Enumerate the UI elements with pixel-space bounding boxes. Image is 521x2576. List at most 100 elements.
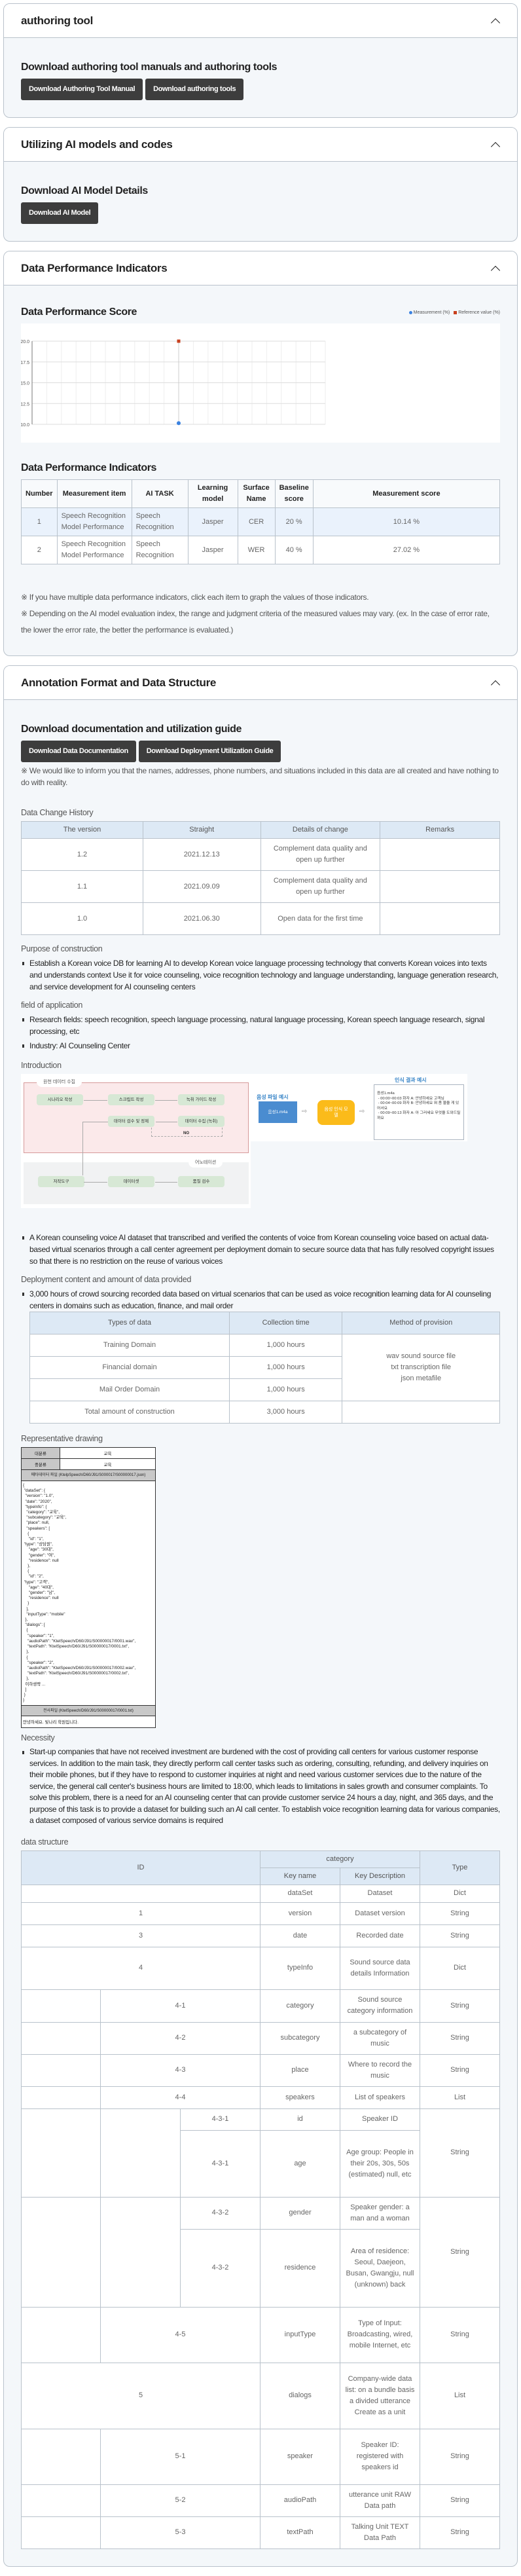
section-heading: Download AI Model Details (21, 185, 148, 196)
cell-id: 4-3-1 (180, 2129, 260, 2198)
download-manual-button[interactable]: Download Authoring Tool Manual (21, 79, 143, 100)
cell-desc: Company-wide data list: on a bundle basi… (340, 2362, 420, 2429)
table-row: 4-1 category Sound source category informa… (21, 1989, 500, 2023)
arrow (155, 1182, 177, 1183)
introduction-diagram: 원천 데이터 수집 어노테이션 시나리오 작성 스크립트 작성 녹취 가이드 작… (21, 1074, 500, 1208)
cell-version: 1.0 (21, 902, 143, 935)
cell-type: String (420, 2428, 500, 2485)
cell-details: Complement data quality and open up furt… (260, 870, 381, 903)
cell-id: 1 (21, 1902, 260, 1925)
cell-desc: Recorded date (340, 1924, 420, 1947)
col-header: AI TASK (131, 479, 189, 508)
purpose-list: Establish a Korean voice DB for learning… (21, 957, 500, 993)
cell-type: Financial domain (29, 1356, 230, 1379)
cell-type: String (420, 1902, 500, 1925)
method-item: txt transcription file (391, 1363, 452, 1371)
drawing-value: 교육 (103, 1463, 112, 1467)
table-row: 4 typeInfo Sound source data details Infor… (21, 1946, 500, 1990)
arrow (84, 1100, 107, 1101)
deployment-table: Types of data Collection time Method of … (29, 1312, 500, 1424)
empty-cell (21, 2053, 101, 2087)
arrow (155, 1100, 177, 1101)
cell-time: 3,000 hours (228, 1401, 343, 1424)
table-row[interactable]: 1 Speech Recognition Model Performance S… (21, 507, 501, 536)
cell-id: 5 (21, 2362, 260, 2429)
cell-desc: a subcategory of music (340, 2021, 420, 2055)
download-tools-button[interactable]: Download authoring tools (145, 79, 244, 100)
transcript-text: 안녕하세요. 빛나리 학원입니다. (23, 1720, 79, 1725)
table-title: Data Performance Indicators (21, 462, 157, 473)
metadata-json: { "dataSet": { "version": "1.0", "date":… (23, 1483, 136, 1703)
authoring-tool-header[interactable]: authoring tool (4, 4, 517, 38)
cell-item: Speech Recognition Model Performance (56, 536, 132, 564)
chevron-up-icon[interactable] (491, 678, 500, 688)
flow-step: 스크립트 작성 (108, 1094, 154, 1105)
list-item: 3,000 hours of crowd sourcing recorded d… (21, 1288, 500, 1312)
cell-desc: List of speakers (340, 2086, 420, 2109)
cell-date: 2021.09.09 (142, 870, 261, 903)
table-row[interactable]: 2 Speech Recognition Model Performance S… (21, 536, 501, 564)
col-header: The version (21, 821, 143, 839)
ai-models-header[interactable]: Utilizing AI models and codes (4, 128, 517, 162)
deploy-label: Deployment content and amount of data pr… (21, 1275, 191, 1284)
cell-time: 1,000 hours (228, 1334, 343, 1357)
chevron-up-icon[interactable] (491, 16, 500, 26)
drawing-key: 대분류 (22, 1448, 60, 1458)
no-label: NO (183, 1132, 189, 1135)
performance-header[interactable]: Data Performance Indicators (4, 251, 517, 285)
cell-key: textPath (260, 2516, 340, 2549)
cell-type: String (420, 2108, 500, 2198)
cell-desc: Sound source data details Information (340, 1946, 420, 1990)
empty-cell (21, 2428, 101, 2485)
flow-step: 시나리오 작성 (37, 1094, 83, 1105)
empty-cell (100, 2108, 181, 2198)
col-header: Method of provision (342, 1312, 500, 1334)
file-example-title: 음성 파일 예시 (257, 1094, 289, 1100)
ai-models-card: Utilizing AI models and codes Download A… (3, 127, 518, 242)
cell-desc: Speaker ID (340, 2108, 420, 2131)
table-row: 5 dialogs Company-wide data list: on a bun… (21, 2362, 500, 2429)
cell-key: audioPath (260, 2484, 340, 2517)
cell-model: Jasper (187, 536, 238, 564)
cell-desc: Where to record the music (340, 2053, 420, 2087)
col-header-desc: Key Description (340, 1867, 420, 1885)
cell-desc: Speaker gender: a man and a woman (340, 2196, 420, 2230)
application-label: field of application (21, 1001, 83, 1010)
recognition-example-image: 음성 파일 예시 음성1.m4a ⇨ 음성 인식 모델 ⇨ 인식 결과 예시 음… (251, 1074, 467, 1141)
y-tick-label: 12.5 (21, 402, 29, 407)
table-row: 1.2 2021.12.13 Complement data quality a… (21, 838, 500, 871)
col-header-category: category (260, 1850, 420, 1868)
cell-model: Jasper (187, 507, 238, 536)
cell-key: speakers (260, 2086, 340, 2109)
cell-type: String (420, 2516, 500, 2549)
purpose-label: Purpose of construction (21, 944, 103, 953)
result-example-box: 음성1.m4a - 00:00~00:03 화자 A: 안녕하세요 고객님 - … (374, 1084, 464, 1140)
cell-key: residence (260, 2228, 340, 2308)
cell-key: category (260, 1989, 340, 2023)
cell-id: 5-1 (100, 2428, 260, 2485)
retry-loop (151, 1128, 223, 1137)
annotation-header[interactable]: Annotation Format and Data Structure (4, 666, 517, 700)
cell-key: age (260, 2129, 340, 2198)
col-header: Measurement item (56, 479, 132, 508)
cell-type: String (420, 2196, 500, 2308)
cell-time: 1,000 hours (228, 1356, 343, 1379)
cell-key: dialogs (260, 2362, 340, 2429)
chevron-up-icon[interactable] (491, 140, 500, 149)
cell-number: 1 (21, 507, 58, 536)
intro-list: A Korean counseling voice AI dataset tha… (21, 1232, 500, 1267)
download-guide-button[interactable]: Download Deployment Utilization Guide (138, 741, 281, 762)
flow-step: 녹취 가이드 작성 (178, 1094, 225, 1105)
cell-desc: Area of residence: Seoul, Daejeon, Busan… (340, 2228, 420, 2308)
download-ai-model-button[interactable]: Download AI Model (21, 202, 99, 224)
download-documentation-button[interactable]: Download Data Documentation (21, 741, 136, 762)
chevron-up-icon[interactable] (491, 264, 500, 273)
table-row: 5-1 speaker Speaker ID: registered with sp… (21, 2428, 500, 2485)
drawing-label: Representative drawing (21, 1434, 103, 1443)
table-row: 4-3-2 residence Area of residence: Seoul, … (22, 2228, 500, 2308)
cell-details: Complement data quality and open up furt… (260, 838, 381, 871)
cell-details: Open data for the first time (260, 902, 381, 935)
cell-task: Speech Recognition (131, 507, 189, 536)
cell-desc: utterance unit RAW Data path (340, 2484, 420, 2517)
empty-cell (21, 1989, 101, 2023)
